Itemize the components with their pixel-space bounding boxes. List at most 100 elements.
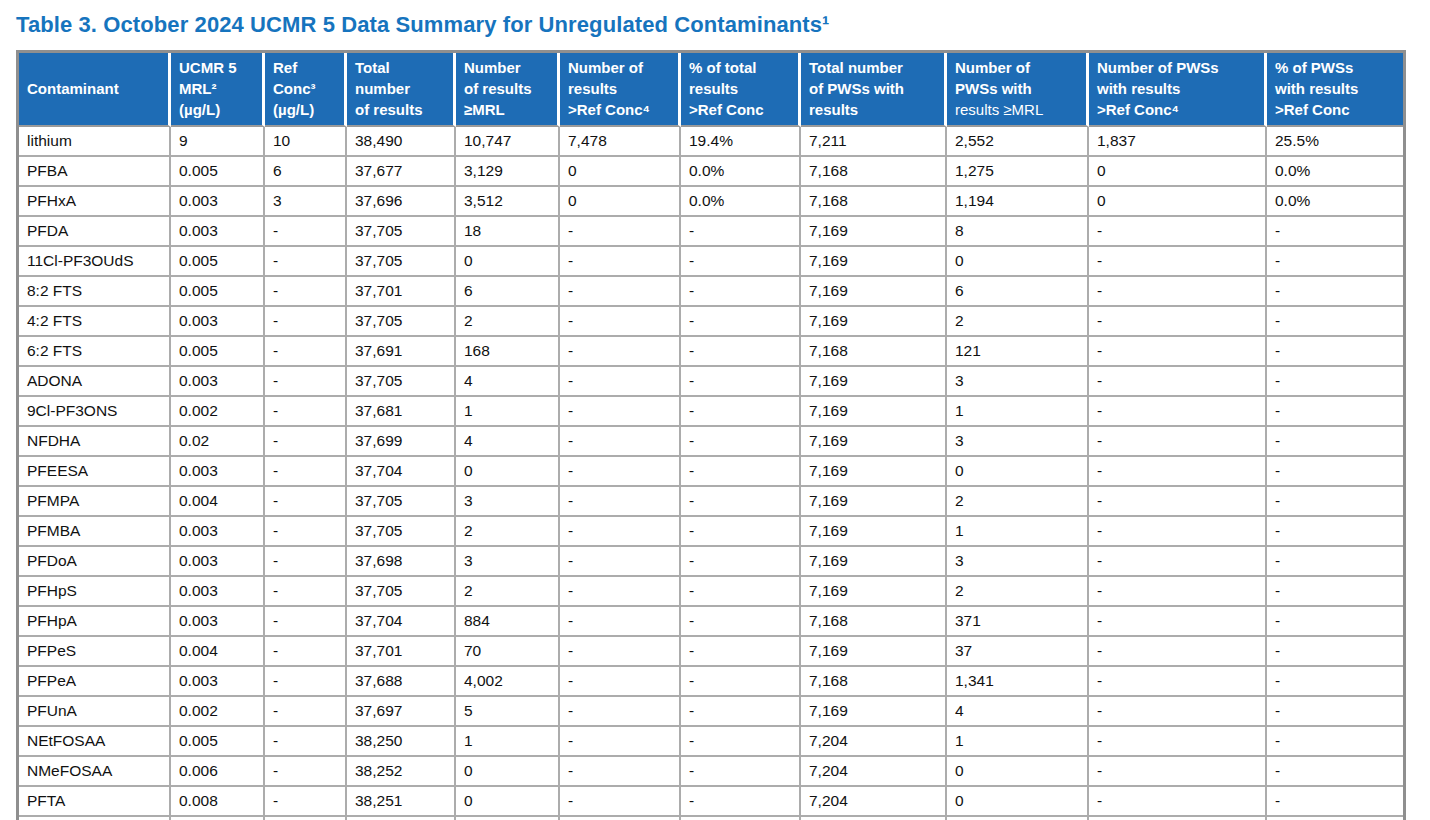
value-cell: 2: [456, 307, 560, 337]
value-cell: 1: [947, 727, 1089, 757]
contaminant-cell: PFHpA: [19, 607, 171, 637]
value-cell: 7,168: [801, 187, 947, 217]
value-cell: 2: [456, 517, 560, 547]
table-row: NMeFOSAA0.006-38,2520--7,2040--: [19, 757, 1403, 787]
value-cell: -: [1267, 307, 1403, 337]
value-cell: 0.005: [171, 277, 265, 307]
value-cell: -: [1267, 367, 1403, 397]
value-cell: 10: [265, 127, 347, 157]
value-cell: -: [1267, 607, 1403, 637]
value-cell: 0.004: [171, 637, 265, 667]
value-cell: -: [265, 457, 347, 487]
value-cell: -: [681, 427, 801, 457]
contaminant-cell: 4:2 FTS: [19, 307, 171, 337]
value-cell: -: [1089, 727, 1267, 757]
value-cell: 0.005: [171, 247, 265, 277]
value-cell: 7,169: [801, 487, 947, 517]
col-header-line: results: [809, 100, 938, 121]
contaminant-cell: PFBA: [19, 157, 171, 187]
value-cell: -: [265, 337, 347, 367]
value-cell: -: [265, 277, 347, 307]
contaminant-cell: NEtFOSAA: [19, 727, 171, 757]
value-cell: -: [560, 397, 681, 427]
value-cell: 6: [947, 277, 1089, 307]
value-cell: 37,701: [347, 277, 456, 307]
value-cell: 6: [265, 157, 347, 187]
table-row: PFBA0.005637,6773,12900.0%7,1681,27500.0…: [19, 157, 1403, 187]
table-row: PFTA0.008-38,2510--7,2040--: [19, 787, 1403, 817]
value-cell: 0.004: [171, 487, 265, 517]
contaminant-cell: NFDHA: [19, 427, 171, 457]
value-cell: -: [1267, 427, 1403, 457]
value-cell: 19.4%: [681, 127, 801, 157]
value-cell: -: [681, 697, 801, 727]
value-cell: 0.006: [171, 757, 265, 787]
value-cell: 37,705: [347, 307, 456, 337]
value-cell: -: [560, 757, 681, 787]
value-cell: 0: [947, 247, 1089, 277]
value-cell: 0: [560, 187, 681, 217]
value-cell: 0: [1089, 187, 1267, 217]
value-cell: 4: [947, 697, 1089, 727]
value-cell: -: [681, 367, 801, 397]
value-cell: -: [1089, 247, 1267, 277]
value-cell: 7,169: [801, 697, 947, 727]
value-cell: -: [1267, 577, 1403, 607]
col-header-6: % of totalresults>Ref Conc: [681, 53, 801, 127]
value-cell: 0.003: [171, 367, 265, 397]
value-cell: -: [1267, 487, 1403, 517]
value-cell: 0.02: [171, 427, 265, 457]
col-header-line: (µg/L): [179, 100, 256, 121]
value-cell: -: [1089, 217, 1267, 247]
value-cell: 38,250: [347, 727, 456, 757]
value-cell: 884: [456, 607, 560, 637]
value-cell: 2: [947, 307, 1089, 337]
value-cell: -: [681, 337, 801, 367]
value-cell: -: [1267, 757, 1403, 787]
value-cell: -: [1267, 727, 1403, 757]
value-cell: -: [1267, 397, 1403, 427]
value-cell: 7,168: [801, 337, 947, 367]
value-cell: -: [681, 307, 801, 337]
value-cell: 0.005: [171, 337, 265, 367]
table-title: Table 3. October 2024 UCMR 5 Data Summar…: [16, 12, 1415, 38]
col-header-line: Number of: [568, 58, 672, 79]
col-header-line: >Ref Conc: [1275, 100, 1397, 121]
value-cell: 38,490: [347, 127, 456, 157]
value-cell: 0.005: [171, 157, 265, 187]
value-cell: -: [265, 487, 347, 517]
value-cell: 7,169: [801, 367, 947, 397]
value-cell: -: [681, 787, 801, 817]
value-cell: 7,204: [801, 727, 947, 757]
value-cell: -: [560, 607, 681, 637]
value-cell: 7,169: [801, 637, 947, 667]
value-cell: -: [1267, 247, 1403, 277]
value-cell: -: [560, 487, 681, 517]
value-cell: -: [265, 217, 347, 247]
value-cell: 7,169: [801, 577, 947, 607]
value-cell: -: [265, 787, 347, 817]
value-cell: 7,204: [801, 757, 947, 787]
ucmr5-data-summary-table: ContaminantUCMR 5MRL²(µg/L)RefConc³(µg/L…: [16, 50, 1406, 820]
contaminant-cell: 6:2 FTS: [19, 337, 171, 367]
value-cell: -: [681, 667, 801, 697]
value-cell: 37,701: [347, 637, 456, 667]
value-cell: -: [1267, 637, 1403, 667]
value-cell: -: [265, 697, 347, 727]
value-cell: 1,194: [947, 187, 1089, 217]
value-cell: -: [560, 457, 681, 487]
value-cell: 3: [456, 547, 560, 577]
col-header-line: MRL²: [179, 79, 256, 100]
col-header-line: Number: [464, 58, 551, 79]
col-header-line: results: [689, 79, 792, 100]
value-cell: -: [1089, 427, 1267, 457]
value-cell: -: [1089, 637, 1267, 667]
col-header-7: Total numberof PWSs withresults: [801, 53, 947, 127]
value-cell: 1,341: [947, 667, 1089, 697]
col-header-8: Number ofPWSs withresults ≥MRL: [947, 53, 1089, 127]
value-cell: 2: [456, 577, 560, 607]
table-row: PFHpA0.003-37,704884--7,168371--: [19, 607, 1403, 637]
value-cell: 7,169: [801, 217, 947, 247]
contaminant-cell: PFDoA: [19, 547, 171, 577]
value-cell: 1: [456, 727, 560, 757]
